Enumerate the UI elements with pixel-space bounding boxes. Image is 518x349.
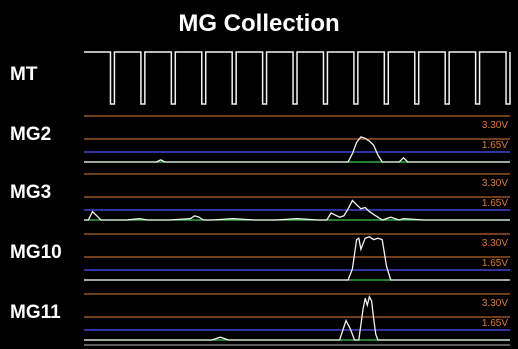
channel-label-mg2: MG2 — [10, 124, 51, 145]
signal-trace-mg2 — [84, 136, 510, 163]
voltage-label-high-mg11: 3.30V — [482, 298, 508, 309]
signal-trace-mg11 — [84, 294, 510, 341]
channel-label-mg3: MG3 — [10, 182, 51, 203]
voltage-label-mid-mg10: 1.65V — [482, 258, 508, 269]
voltage-label-high-mg2: 3.30V — [482, 120, 508, 131]
voltage-label-mid-mg3: 1.65V — [482, 198, 508, 209]
voltage-label-mid-mg11: 1.65V — [482, 318, 508, 329]
channel-label-mg10: MG10 — [10, 242, 62, 263]
channel-label-mg11: MG11 — [10, 302, 61, 323]
channel-label-mt: MT — [10, 64, 38, 85]
voltage-label-mid-mg2: 1.65V — [482, 140, 508, 151]
voltage-label-high-mg10: 3.30V — [482, 238, 508, 249]
signal-trace-mg10 — [84, 236, 510, 281]
chart-title: MG Collection — [178, 10, 340, 37]
mt-square-wave — [84, 51, 511, 105]
signal-trace-mg3 — [84, 199, 510, 221]
voltage-label-high-mg3: 3.30V — [482, 178, 508, 189]
